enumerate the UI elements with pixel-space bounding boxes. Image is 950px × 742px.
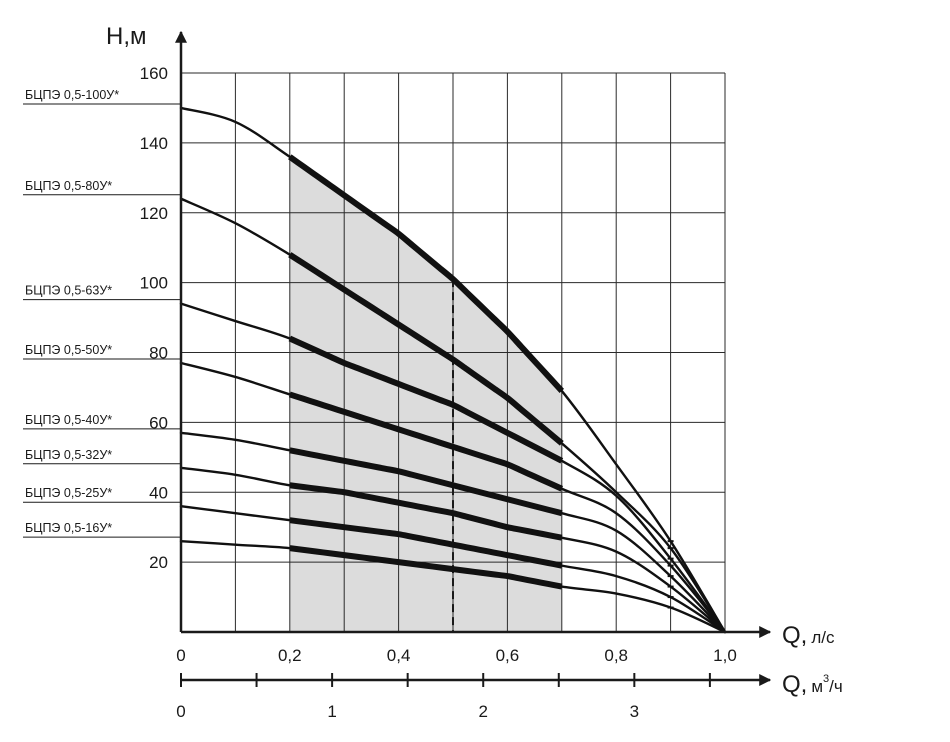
secondary-x-tick-label: 2 xyxy=(478,702,487,721)
curves-layer xyxy=(179,106,727,634)
grid-layer xyxy=(181,72,726,632)
series-working-segment xyxy=(288,252,564,446)
x-tick-label: 0,8 xyxy=(604,646,628,665)
series-label: БЦПЭ 0,5-32У* xyxy=(25,448,112,462)
series-label: БЦПЭ 0,5-50У* xyxy=(25,343,112,357)
x-tick-label: 0 xyxy=(176,646,185,665)
y-tick-label: 100 xyxy=(140,274,168,293)
y-tick-label: 140 xyxy=(140,134,168,153)
series-working-segment xyxy=(288,154,565,393)
x-tick-label: 0,4 xyxy=(387,646,411,665)
series-working-segment xyxy=(289,545,563,590)
x-tick-label: 1,0 xyxy=(713,646,737,665)
secondary-x-axis-unit-m: м xyxy=(811,677,823,696)
secondary-x-tick-label: 1 xyxy=(327,702,336,721)
y-tick-label: 60 xyxy=(149,413,168,432)
series-label: БЦПЭ 0,5-80У* xyxy=(25,179,112,193)
series-label: БЦПЭ 0,5-16У* xyxy=(25,521,112,535)
secondary-x-tick-label: 3 xyxy=(630,702,639,721)
y-axis-title: Н,м xyxy=(106,23,147,50)
x-axis-title-q: Q, xyxy=(782,622,807,649)
secondary-x-axis-unit-sup: 3 xyxy=(823,673,829,685)
y-tick-label: 120 xyxy=(140,204,168,223)
axes-layer xyxy=(175,30,772,687)
series-label: БЦПЭ 0,5-63У* xyxy=(25,284,112,298)
series-label: БЦПЭ 0,5-100У* xyxy=(25,88,119,102)
x-tick-label: 0,6 xyxy=(496,646,520,665)
series-working-segment xyxy=(288,391,564,492)
x-axis-title: Q, л/с xyxy=(782,622,835,649)
series-label: БЦПЭ 0,5-25У* xyxy=(25,486,112,500)
secondary-x-axis-title: Q, м3/ч xyxy=(782,671,843,698)
secondary-x-axis-title-q: Q, xyxy=(782,671,807,698)
series-working-segment xyxy=(288,335,564,464)
secondary-x-axis-unit-per-h: /ч xyxy=(829,677,843,696)
y-tick-label: 20 xyxy=(149,553,168,572)
series-working-segment xyxy=(289,482,563,541)
secondary-x-tick-label: 0 xyxy=(176,702,185,721)
y-tick-label: 80 xyxy=(149,344,168,363)
series-label: БЦПЭ 0,5-40У* xyxy=(25,413,112,427)
y-tick-label: 160 xyxy=(140,64,168,83)
x-tick-label: 0,2 xyxy=(278,646,302,665)
series-working-segment xyxy=(289,517,563,569)
y-tick-label: 40 xyxy=(149,483,168,502)
labels-layer: БЦПЭ 0,5-100У* БЦПЭ 0,5-80У* БЦПЭ 0,5-63У*… xyxy=(23,23,843,721)
series-working-segment xyxy=(289,447,563,517)
x-axis-title-unit: л/с xyxy=(811,628,835,647)
